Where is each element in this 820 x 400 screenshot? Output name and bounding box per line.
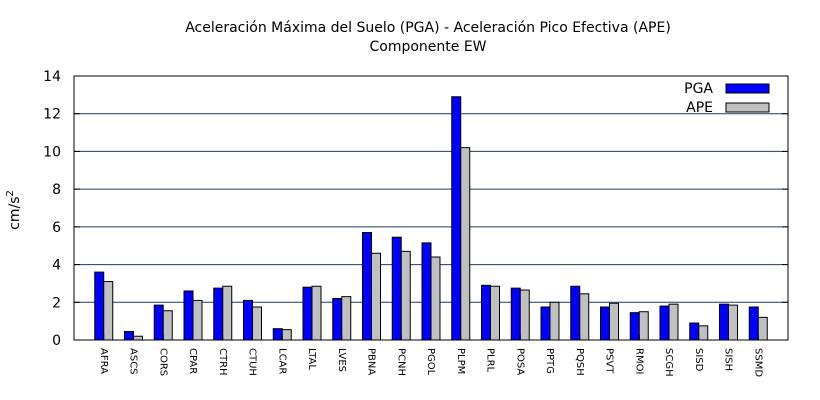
bar-pga (362, 232, 372, 341)
bar-ape (133, 335, 143, 341)
bar-pga (421, 242, 432, 341)
bar-ape (430, 256, 441, 341)
bar-pga (748, 306, 759, 341)
y-tick-label: 8 (52, 182, 61, 198)
x-category-label: PBNA (366, 348, 377, 375)
bar-pga (719, 303, 729, 341)
bar-pga (689, 322, 700, 341)
x-category-label: PLPM (455, 348, 466, 374)
bar-ape (549, 301, 560, 341)
bar-ape (400, 250, 411, 341)
bar-ape (519, 289, 530, 341)
y-axis-ticks: 0 2 4 6 8 10 12 14 (43, 69, 788, 349)
bar-pga (570, 285, 581, 341)
x-category-label: SISH (723, 348, 734, 371)
x-category-label: PPTG (544, 348, 555, 374)
x-category-label: ASCS (128, 348, 139, 375)
x-category-label: POSA (514, 348, 525, 375)
x-category-label: LVES (336, 348, 347, 372)
bar-pga (540, 306, 551, 341)
bar-ape (252, 306, 262, 341)
bar-ape (579, 293, 590, 341)
x-category-label: LCAR (276, 348, 287, 374)
bar-pga (659, 305, 670, 341)
bar-ape (311, 285, 322, 341)
x-category-label: CTRH (217, 348, 228, 376)
bar-pga (510, 287, 521, 341)
y-tick-label: 12 (43, 107, 61, 123)
bar-ape (192, 299, 203, 341)
bar-ape (728, 304, 738, 341)
y-axis-label: cm/s2 (5, 190, 23, 230)
x-category-label: LTAL (306, 348, 317, 370)
legend-swatch-pga (725, 83, 770, 94)
bar-pga (391, 236, 402, 341)
x-category-label: RMOI (633, 348, 644, 374)
bar-ape (638, 311, 649, 341)
legend-label-pga: PGA (684, 81, 713, 97)
bar-pga (153, 304, 164, 341)
x-axis-categories: AFRA ASCS CORS CPAR CTRH CTUH LCAR LTAL LVES PBNA… (98, 335, 763, 377)
x-category-label: CORS (157, 348, 168, 376)
bar-ape (490, 285, 500, 341)
x-category-label: PQSH (574, 348, 585, 376)
x-category-label: PGOL (425, 348, 436, 376)
bar-ape (103, 281, 114, 341)
bar-ape (698, 325, 709, 341)
bar-pga (272, 328, 283, 341)
bar-pga (124, 331, 134, 341)
chart-subtitle: Componente EW (369, 39, 486, 55)
bar-pga (243, 299, 253, 341)
chart-title: Aceleración Máxima del Suelo (PGA) - Ace… (185, 20, 671, 36)
bar-ape (609, 302, 619, 341)
bar-pga (183, 290, 194, 341)
x-category-label: CTUH (247, 348, 258, 376)
y-tick-label: 0 (52, 333, 61, 349)
x-category-label: AFRA (98, 348, 109, 374)
x-category-label: PLRL (485, 348, 496, 373)
x-category-label: CPAR (187, 348, 198, 374)
grid-lines (74, 113, 788, 303)
bar-pga (302, 286, 313, 341)
y-tick-label: 6 (52, 220, 61, 236)
bar-pga (213, 287, 224, 341)
bar-ape (757, 316, 768, 341)
x-category-label: SISD (693, 348, 704, 372)
y-tick-label: 2 (52, 295, 61, 311)
bar-ape (460, 147, 471, 341)
bar-pga (451, 96, 462, 341)
bars (94, 96, 768, 341)
y-tick-label: 10 (43, 144, 61, 160)
bar-pga (629, 312, 640, 341)
bar-pga (600, 306, 610, 341)
bar-pga (332, 298, 343, 341)
y-tick-label: 4 (52, 258, 61, 274)
bar-pga (94, 271, 105, 341)
legend-swatch-ape (725, 102, 770, 113)
bar-ape (222, 285, 233, 341)
bar-ape (281, 329, 292, 341)
y-tick-label: 14 (43, 69, 61, 85)
bar-ape (371, 252, 381, 341)
bar-ape (668, 303, 679, 341)
x-category-label: SCGH (663, 348, 674, 377)
x-category-label: SSMD (752, 348, 763, 377)
legend: PGA APE (684, 81, 770, 116)
legend-label-ape: APE (686, 100, 713, 116)
x-category-label: PCNH (395, 348, 406, 376)
bar-pga (481, 284, 491, 341)
x-category-label: PSVT (604, 348, 615, 374)
bar-ape (341, 296, 352, 341)
bar-ape (162, 310, 173, 341)
